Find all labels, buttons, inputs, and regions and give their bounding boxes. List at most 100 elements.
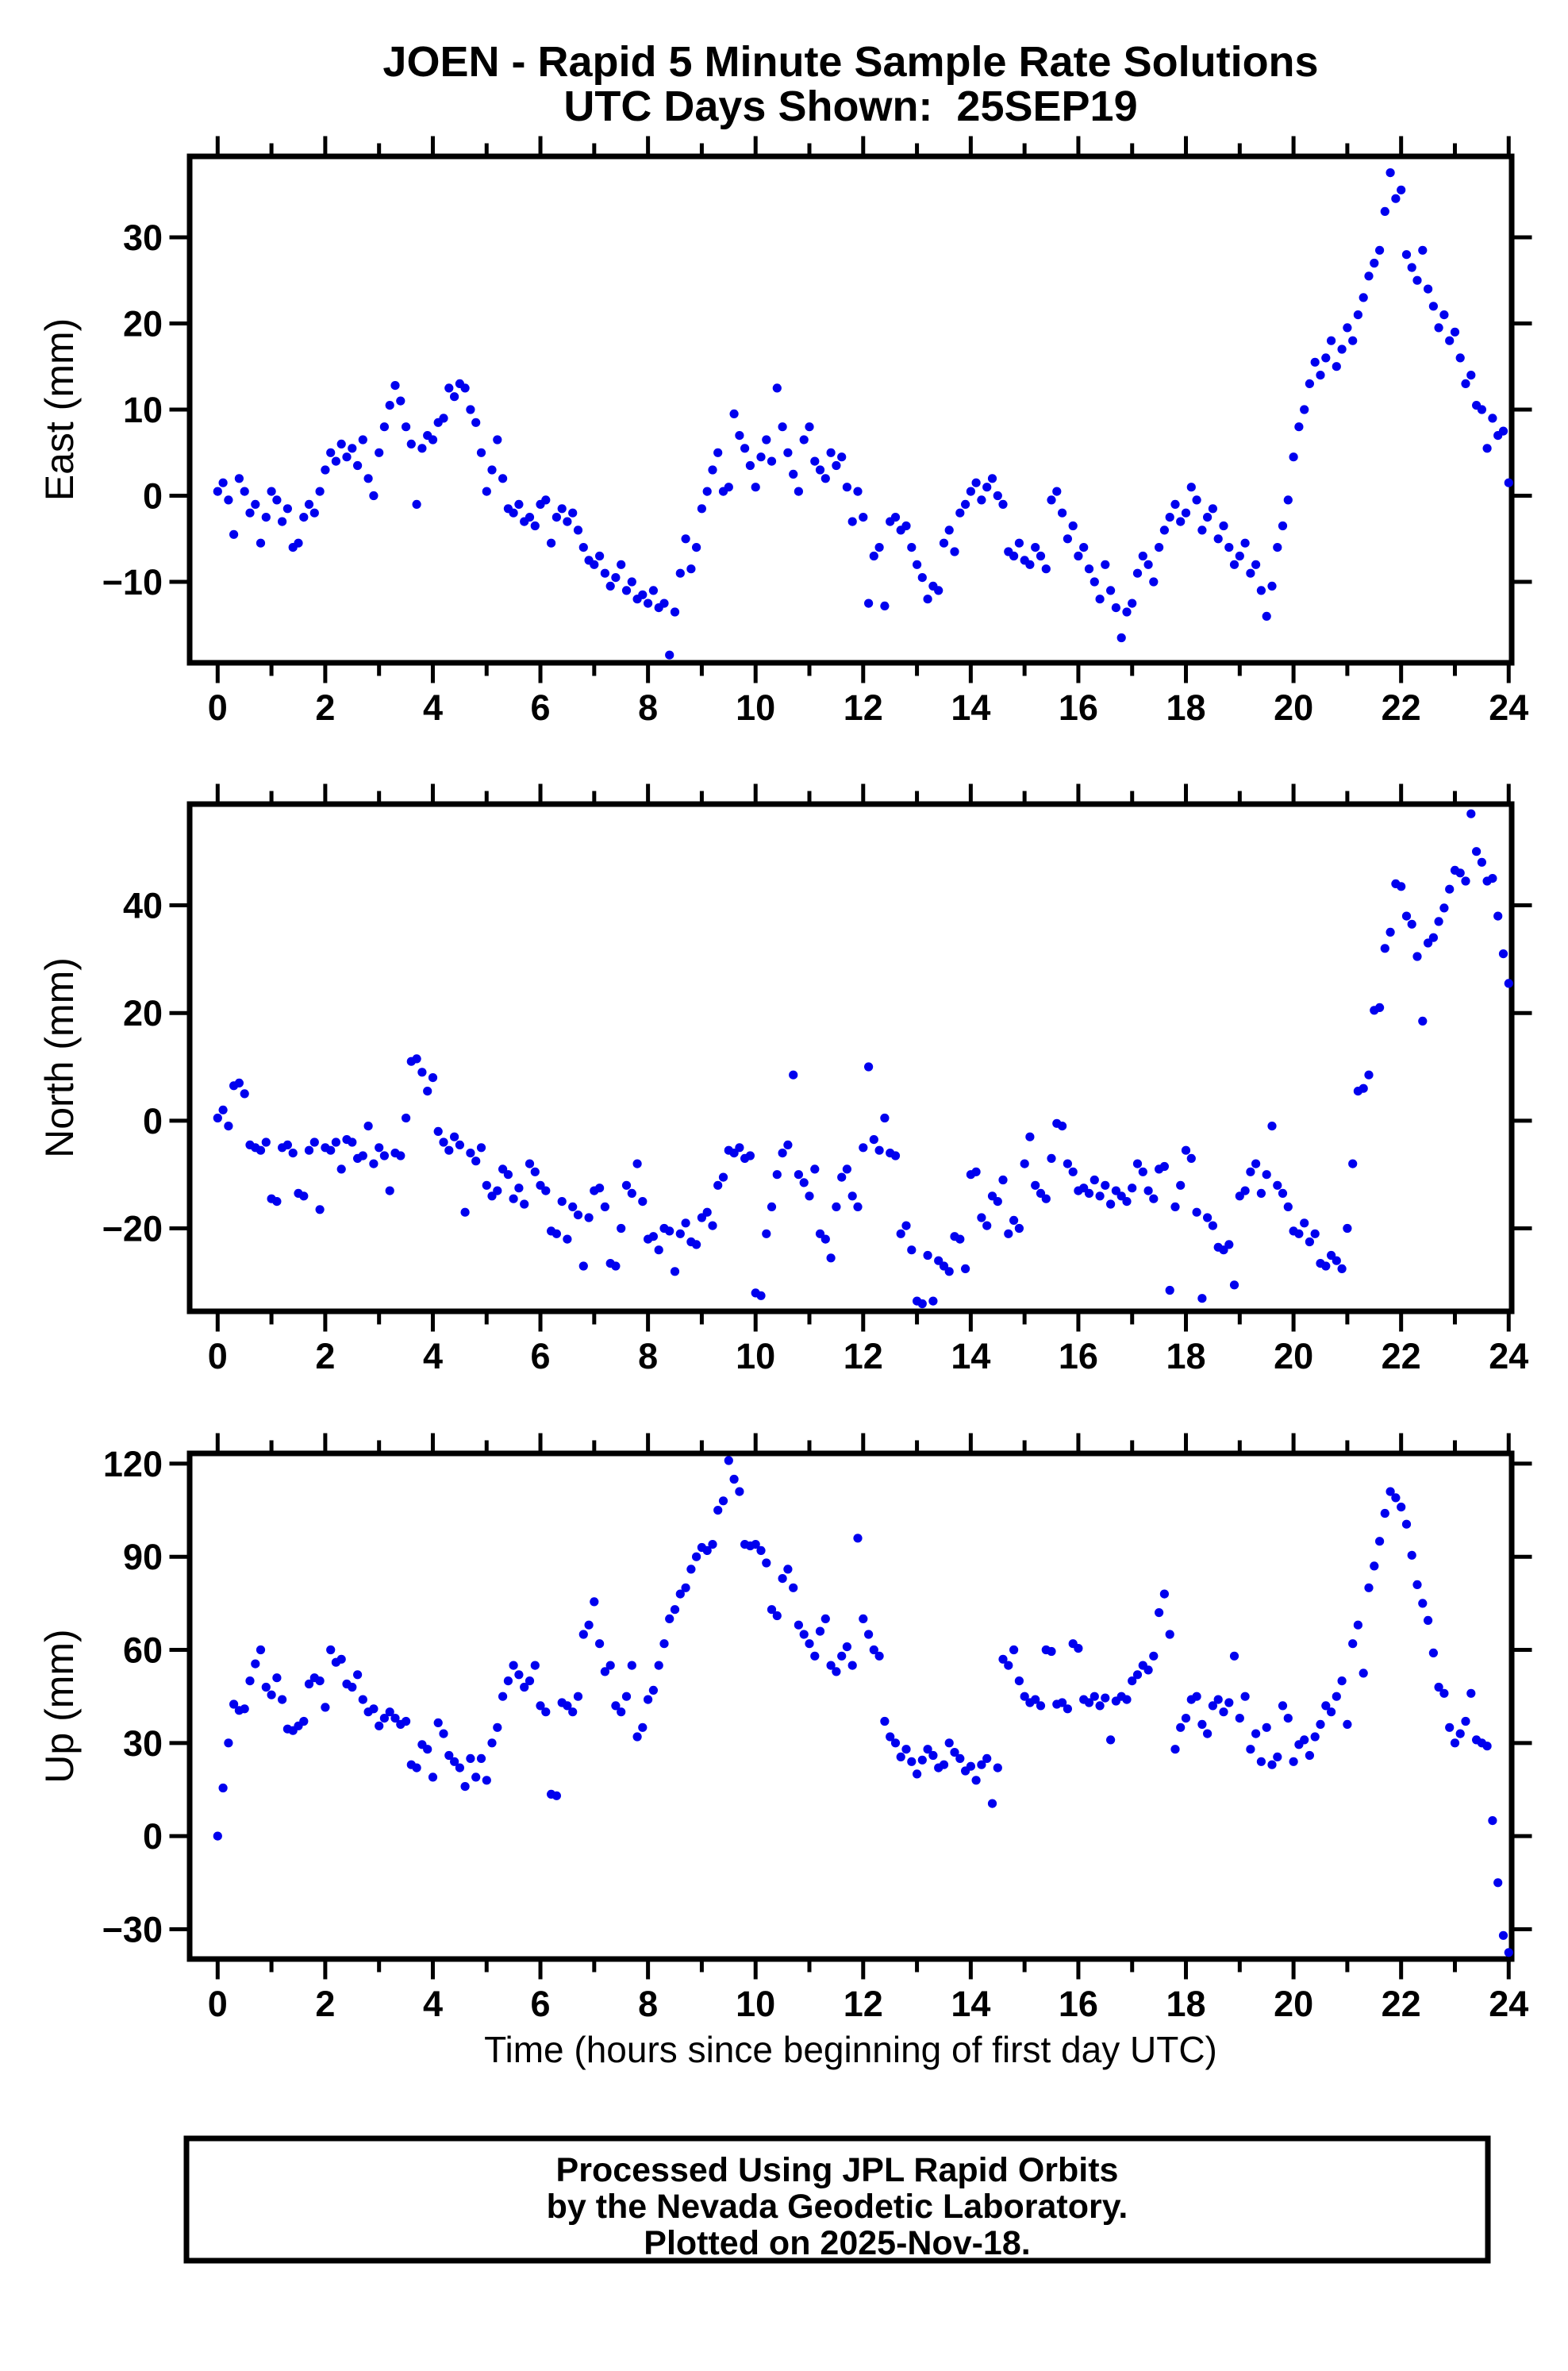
data-point: [1208, 1221, 1217, 1230]
data-point: [493, 1186, 502, 1195]
data-point: [578, 1630, 588, 1639]
data-point: [1300, 405, 1309, 414]
data-point: [890, 1151, 901, 1160]
data-point: [1375, 1003, 1385, 1012]
data-point: [460, 1207, 470, 1217]
data-point: [1132, 568, 1143, 578]
data-point: [1224, 1240, 1234, 1249]
data-point: [353, 1670, 363, 1680]
data-point: [1224, 1698, 1234, 1707]
data-point: [439, 1137, 448, 1147]
data-point: [423, 1745, 432, 1754]
data-point: [1418, 1016, 1428, 1026]
north-y-tick-label: 0: [143, 1101, 163, 1141]
north-x-tick-label: 16: [1059, 1336, 1098, 1376]
data-point: [735, 431, 744, 441]
footer-line3: Plotted on 2025-Nov-18.: [644, 2224, 1030, 2262]
data-point: [1101, 1693, 1110, 1703]
data-point: [224, 1738, 233, 1748]
data-point: [826, 1253, 836, 1263]
data-point: [1176, 1722, 1186, 1732]
data-point: [375, 448, 384, 457]
data-point: [1488, 1816, 1497, 1826]
data-point: [654, 1661, 663, 1670]
data-point: [1229, 1280, 1239, 1290]
data-point: [514, 499, 524, 510]
data-point: [1348, 336, 1358, 345]
data-point: [1240, 538, 1250, 548]
data-point: [1052, 487, 1062, 496]
data-point: [1106, 1199, 1116, 1209]
data-point: [880, 1716, 890, 1726]
data-point: [982, 1221, 992, 1230]
data-point: [934, 586, 943, 595]
data-point: [563, 1234, 572, 1244]
data-point: [1391, 194, 1401, 203]
data-point: [627, 1661, 636, 1670]
data-point: [874, 1651, 884, 1661]
data-point: [1058, 1698, 1067, 1707]
data-point: [1090, 577, 1099, 587]
data-point: [1106, 586, 1116, 595]
data-point: [1424, 284, 1433, 294]
data-point: [482, 1180, 491, 1190]
east-x-tick-label: 8: [638, 687, 658, 728]
data-point: [659, 1639, 669, 1649]
data-point: [224, 1122, 233, 1131]
data-point: [859, 1614, 868, 1623]
data-point: [1219, 1245, 1228, 1255]
data-point: [331, 1137, 340, 1147]
data-point: [617, 560, 626, 569]
data-point: [837, 1651, 847, 1661]
data-point: [369, 1159, 379, 1168]
data-point: [245, 508, 255, 518]
data-point: [1219, 1707, 1228, 1717]
data-point: [1343, 1719, 1352, 1729]
data-point: [767, 1202, 777, 1211]
data-point: [299, 513, 309, 522]
data-point: [923, 1250, 932, 1261]
up-x-tick-label: 12: [844, 1984, 883, 2024]
data-point: [1316, 1719, 1325, 1729]
data-point: [708, 1540, 717, 1549]
data-point: [450, 1757, 459, 1766]
data-point: [1477, 405, 1486, 414]
data-point: [1036, 551, 1046, 561]
data-point: [1101, 560, 1110, 569]
data-point: [476, 1143, 486, 1153]
data-point: [648, 586, 659, 595]
data-point: [1401, 1519, 1412, 1529]
data-point: [1197, 525, 1207, 535]
data-point: [1428, 933, 1438, 942]
north-x-tick-label: 4: [423, 1336, 443, 1376]
data-point: [547, 538, 556, 548]
data-point: [1332, 362, 1341, 371]
data-point: [315, 487, 325, 496]
data-point: [1197, 1719, 1207, 1729]
data-point: [778, 1574, 787, 1584]
data-point: [261, 1682, 271, 1692]
data-point: [692, 1240, 701, 1249]
data-point: [1455, 1729, 1465, 1738]
data-point: [692, 1552, 701, 1561]
data-point: [358, 1151, 367, 1160]
data-point: [503, 1170, 513, 1180]
data-point: [944, 525, 954, 535]
east-y-tick-label: 20: [123, 303, 163, 344]
data-point: [751, 483, 760, 492]
east-x-tick-label: 10: [736, 687, 775, 728]
data-point: [1014, 538, 1024, 548]
data-point: [1004, 1229, 1013, 1238]
data-point: [821, 1234, 830, 1244]
data-point: [789, 469, 798, 479]
data-point: [1224, 543, 1234, 552]
data-point: [251, 1659, 260, 1669]
data-point: [692, 543, 701, 552]
east-x-tick-label: 24: [1489, 687, 1528, 728]
data-point: [402, 422, 411, 432]
data-point: [697, 504, 707, 514]
data-point: [1424, 938, 1433, 948]
data-point: [1031, 1695, 1040, 1704]
data-point: [794, 487, 804, 496]
data-point: [1493, 1878, 1503, 1888]
